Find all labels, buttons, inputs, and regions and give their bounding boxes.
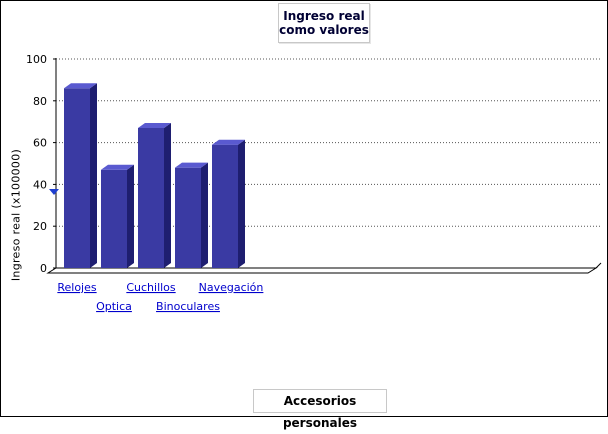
category-link-1[interactable]: Relojes — [57, 281, 97, 294]
category-link-4[interactable]: Binoculares — [156, 300, 220, 313]
y-tick-label-40: 40 — [33, 178, 47, 191]
bar-front — [175, 167, 201, 268]
x-axis-label: Accesorios personales — [253, 389, 387, 430]
bar-top — [138, 122, 171, 128]
bar-3 — [138, 122, 171, 268]
bar-side — [127, 164, 134, 268]
bar-4 — [175, 162, 208, 268]
y-tick-label-100: 100 — [26, 53, 47, 66]
bar-front — [101, 169, 127, 268]
category-link-3[interactable]: Cuchillos — [126, 281, 176, 294]
bar-front — [138, 127, 164, 268]
y-tick-label-20: 20 — [33, 220, 47, 233]
chart-title-box: Ingreso real como valores — [278, 3, 370, 43]
bar-5 — [212, 139, 245, 268]
bar-front — [64, 88, 90, 268]
category-link-2[interactable]: Optica — [96, 300, 132, 313]
bar-chart: 0 20 40 60 80 100 Relojes Optica Cuchillos Binocu… — [26, 53, 602, 313]
bar-top — [212, 139, 245, 145]
category-link-5[interactable]: Navegación — [199, 281, 264, 294]
bar-top — [64, 83, 97, 89]
chart-title-line-1: Ingreso real — [283, 9, 365, 23]
bar-side — [238, 139, 245, 268]
bar-2 — [101, 164, 134, 268]
bar-front — [212, 144, 238, 268]
axis-marker-icon — [49, 189, 59, 195]
chart-title-line-2: como valores — [279, 23, 369, 37]
bar-side — [201, 162, 208, 268]
bar-1 — [64, 83, 97, 268]
bar-side — [90, 83, 97, 268]
bar-top — [101, 164, 134, 170]
y-tick-label-0: 0 — [40, 262, 47, 275]
bar-top — [175, 162, 208, 168]
y-tick-label-60: 60 — [33, 137, 47, 150]
chart-floor — [46, 267, 598, 274]
bar-side — [164, 122, 171, 268]
floor-corner — [595, 262, 602, 269]
y-tick-label-80: 80 — [33, 95, 47, 108]
